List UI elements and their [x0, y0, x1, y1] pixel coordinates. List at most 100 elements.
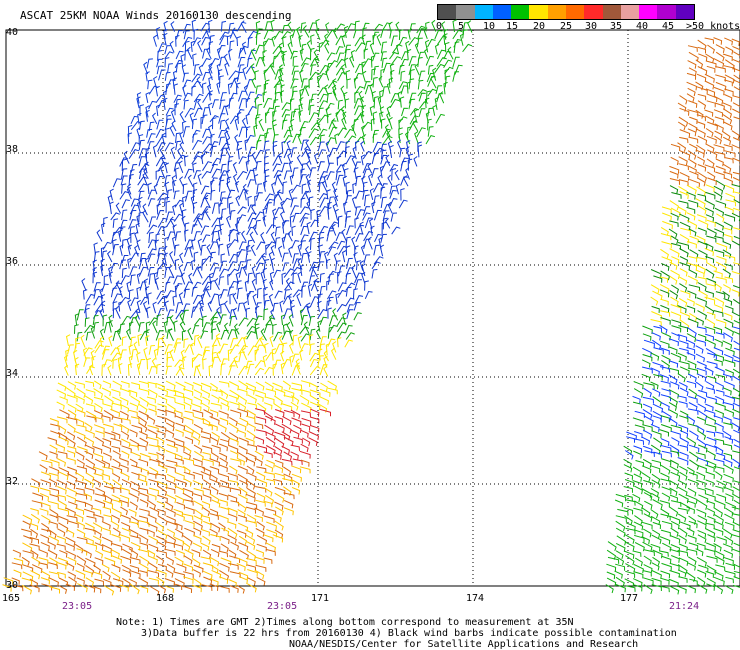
wind-barb	[643, 564, 653, 573]
wind-barb	[252, 293, 257, 306]
wind-barb	[130, 570, 141, 578]
wind-barb	[256, 534, 268, 545]
wind-barb	[167, 63, 173, 74]
wind-barb	[273, 216, 278, 229]
wind-barb	[670, 269, 680, 280]
wind-barb	[246, 292, 252, 306]
wind-barb	[201, 467, 212, 476]
wind-barb	[245, 557, 257, 565]
wind-barb	[607, 541, 617, 552]
wind-barb	[695, 381, 704, 391]
wind-barb	[193, 170, 201, 180]
wind-barb	[227, 273, 232, 286]
wind-barb	[219, 268, 229, 277]
wind-barb	[47, 541, 56, 550]
wind-barb	[145, 105, 150, 118]
wind-barb	[606, 549, 617, 560]
wind-barb	[111, 514, 120, 524]
wind-barb	[157, 464, 168, 474]
wind-barb	[264, 198, 274, 209]
wind-barb	[732, 262, 740, 265]
wind-barb	[236, 563, 246, 571]
wind-barb	[182, 309, 189, 321]
wind-barb	[360, 140, 365, 152]
wind-barb	[274, 486, 286, 495]
wind-barb	[370, 55, 376, 68]
wind-barb	[197, 265, 203, 279]
wind-barb	[308, 71, 320, 81]
wind-barb	[201, 289, 210, 300]
wind-barb	[174, 401, 186, 410]
wind-barb	[237, 557, 248, 567]
wind-barb	[246, 550, 257, 561]
wind-barb	[283, 451, 293, 461]
wind-barb	[193, 217, 203, 228]
wind-barb	[290, 50, 298, 60]
wind-barb	[238, 47, 245, 59]
wind-barb	[379, 244, 385, 257]
wind-barb	[714, 422, 724, 431]
wind-barb	[662, 220, 673, 230]
wind-barb	[661, 492, 671, 502]
wind-barb	[208, 102, 213, 116]
wind-barb	[679, 451, 689, 460]
wind-barb	[732, 102, 740, 107]
wind-barb	[21, 577, 33, 585]
wind-barb	[242, 183, 248, 195]
wind-barb	[204, 208, 211, 221]
wind-barb	[715, 51, 725, 62]
wind-barb	[314, 55, 319, 67]
wind-barb	[733, 51, 740, 61]
wind-barb	[290, 266, 302, 276]
wind-barb	[334, 133, 339, 144]
wind-barb	[258, 118, 265, 132]
wind-barb	[75, 570, 86, 579]
wind-barb	[408, 153, 414, 164]
wind-barb	[191, 403, 202, 412]
wind-barb	[230, 409, 242, 418]
wind-barb	[255, 44, 264, 55]
wind-barb	[652, 290, 663, 300]
wind-barb	[678, 527, 688, 538]
wind-barb	[145, 71, 150, 82]
wind-barb	[272, 134, 279, 144]
wind-barb	[165, 127, 170, 138]
wind-barb	[290, 90, 298, 102]
wind-barb	[238, 241, 247, 250]
wind-barb	[688, 51, 699, 62]
wind-barb	[202, 452, 211, 459]
wind-barb	[434, 29, 443, 40]
wind-barb	[260, 232, 266, 244]
wind-barb	[300, 252, 308, 264]
wind-barb	[144, 257, 150, 271]
wind-barb	[377, 174, 383, 187]
wind-barb	[372, 111, 378, 125]
wind-barb	[84, 536, 94, 545]
wind-barb	[233, 355, 239, 369]
wind-barb	[705, 423, 717, 431]
wind-barb	[191, 557, 201, 568]
wind-barb	[287, 230, 293, 242]
wind-barb	[705, 128, 714, 137]
wind-barb	[122, 569, 132, 578]
wind-barb	[626, 436, 635, 443]
wind-barb	[219, 417, 229, 426]
wind-barb	[661, 354, 671, 364]
wind-barb	[686, 72, 697, 80]
wind-barb	[282, 415, 292, 426]
wind-barb	[725, 199, 736, 207]
wind-barb	[634, 424, 645, 432]
wind-barb	[266, 521, 277, 530]
wind-barb	[255, 326, 260, 340]
wind-barb	[191, 139, 202, 151]
wind-barb	[184, 520, 195, 528]
wind-barb	[705, 528, 716, 538]
wind-barb	[707, 149, 718, 159]
wind-barb	[174, 103, 179, 116]
wind-barb	[282, 380, 291, 390]
wind-barb	[443, 50, 452, 60]
wind-barb	[643, 584, 653, 595]
wind-barb	[724, 88, 734, 96]
wind-barb	[364, 280, 369, 291]
wind-barb	[157, 192, 168, 201]
